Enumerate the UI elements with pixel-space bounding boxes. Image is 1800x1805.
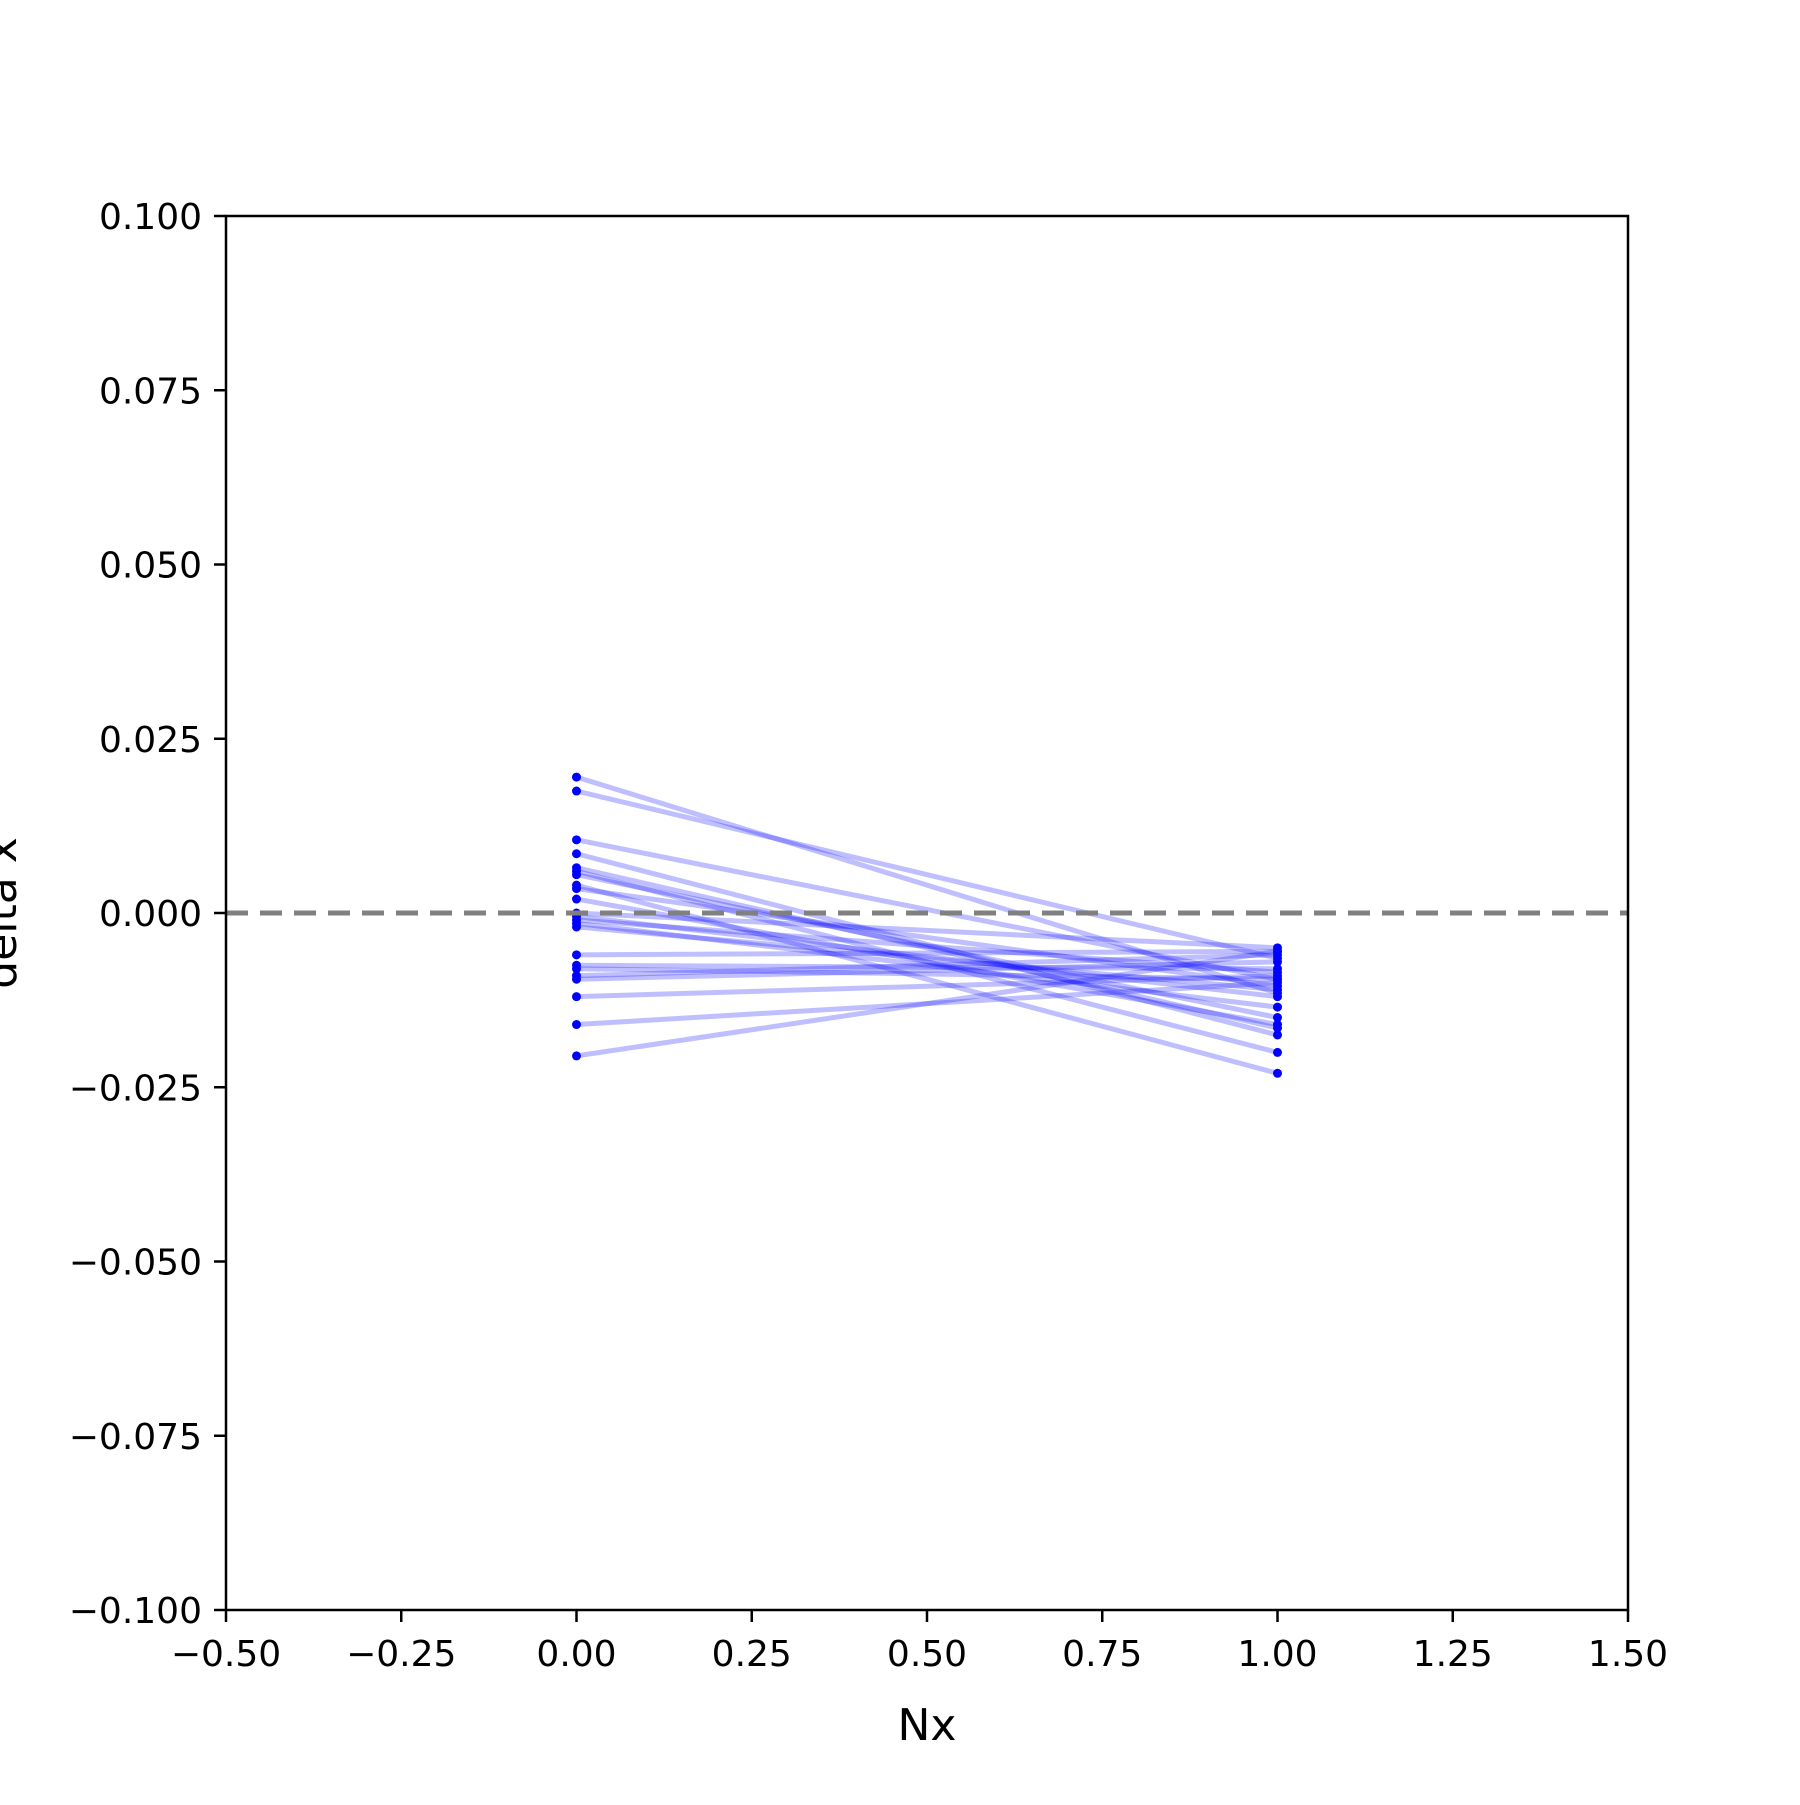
data-point-22-1 [572, 1020, 581, 1030]
data-point-18-1 [572, 964, 581, 974]
y-tick-label: 0.025 [99, 720, 202, 761]
y-tick-label: −0.100 [69, 1591, 202, 1632]
data-point-7-1 [572, 870, 581, 880]
series-line-15 [576, 924, 1278, 993]
x-tick-label: 0.75 [1062, 1634, 1142, 1675]
series-line-22 [576, 980, 1278, 1028]
data-point-12-2 [1273, 992, 1282, 1002]
series-line-1 [575, 774, 1279, 996]
data-point-10-2 [1273, 1020, 1282, 1030]
y-axis-ticks: 0.100 0.075 0.050 0.025 0.000 −0.025 −0.050 −0.… [69, 197, 226, 1632]
y-tick-label: −0.075 [69, 1417, 202, 1458]
y-tick-label: 0.000 [99, 894, 202, 935]
x-axis-ticks: −0.50 −0.25 0.00 0.25 0.50 0.75 1.00 1.25 1.50 [171, 1610, 1668, 1675]
series-line-13 [576, 917, 1278, 975]
x-tick-label: 0.50 [887, 1634, 967, 1675]
data-point-4-2 [1273, 1030, 1282, 1040]
series-line-18 [576, 966, 1278, 982]
series-line-5 [575, 865, 1279, 1031]
data-point-10-1 [572, 894, 581, 904]
y-tick-label: 0.075 [99, 371, 202, 412]
data-point-17-2 [1273, 964, 1282, 974]
data-point-4-1 [572, 849, 581, 859]
plot-lines [575, 774, 1279, 1076]
series-line-16 [576, 948, 1278, 958]
series-line-9 [576, 886, 1278, 989]
data-point-21-2 [1273, 971, 1282, 981]
data-point-15-2 [1273, 985, 1282, 995]
series-line-23 [576, 948, 1278, 1059]
data-point-23-1 [572, 1051, 581, 1061]
data-point-22-2 [1273, 978, 1282, 988]
data-point-20-2 [1273, 957, 1282, 967]
series-line-14 [576, 920, 1278, 1010]
x-axis-label: Nx [898, 1700, 957, 1751]
x-tick-label: 1.25 [1413, 1634, 1493, 1675]
series-line-6 [575, 868, 1279, 1055]
series-line-21 [576, 973, 1278, 1000]
data-point-21-1 [572, 992, 581, 1002]
x-tick-label: −0.25 [346, 1634, 456, 1675]
x-tick-label: −0.50 [171, 1634, 281, 1675]
series-line-19 [576, 952, 1278, 979]
x-tick-label: 0.25 [712, 1634, 792, 1675]
y-axis-label: delta x [0, 837, 27, 988]
x-tick-label: 1.50 [1588, 1634, 1668, 1675]
data-point-14-2 [1273, 1002, 1282, 1012]
series-line-2 [575, 788, 1279, 961]
data-point-23-2 [1273, 946, 1282, 956]
x-tick-label: 1.00 [1237, 1634, 1317, 1675]
series-line-3 [576, 837, 1278, 982]
series-line-17 [576, 962, 1278, 972]
data-point-6-2 [1273, 1047, 1282, 1057]
series-line-4 [575, 851, 1279, 1038]
data-point-3-1 [572, 835, 581, 845]
series-line-20 [576, 959, 1278, 982]
y-tick-label: −0.025 [69, 1068, 202, 1109]
data-point-7-2 [1273, 1013, 1282, 1023]
series-line-8 [575, 882, 1279, 1076]
series-line-12 [576, 914, 1278, 1000]
data-point-20-1 [572, 974, 581, 984]
data-point-16-1 [572, 950, 581, 960]
y-tick-label: 0.050 [99, 546, 202, 587]
series-line-7 [576, 872, 1278, 1020]
data-point-2-1 [572, 786, 581, 796]
x-tick-label: 0.00 [536, 1634, 616, 1675]
series-line-11 [576, 910, 1278, 951]
y-tick-label: −0.050 [69, 1243, 202, 1284]
data-point-1-1 [572, 772, 581, 782]
data-point-15-1 [572, 922, 581, 932]
series-line-10 [576, 896, 1278, 1027]
y-tick-label: 0.100 [99, 197, 202, 238]
data-point-8-2 [1273, 1068, 1282, 1078]
data-point-9-1 [572, 884, 581, 894]
